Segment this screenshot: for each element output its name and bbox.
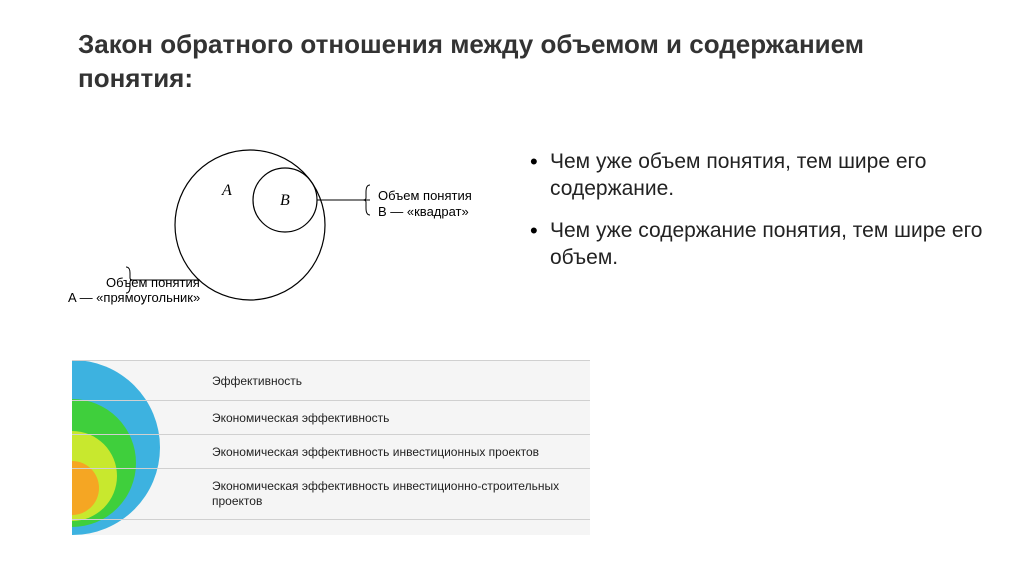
venn-caption-b-line1: Объем понятия xyxy=(378,188,472,203)
venn-label-a: A xyxy=(221,182,232,199)
nested-row: Экономическая эффективность инвестиционн… xyxy=(72,434,590,468)
nested-row: Экономическая эффективность xyxy=(72,400,590,434)
nested-row-label: Экономическая эффективность инвестиционн… xyxy=(212,479,590,509)
venn-caption-a-line2: A — «прямоугольник» xyxy=(68,290,200,305)
slide-title: Закон обратного отношения между объемом … xyxy=(78,28,928,96)
nested-concept-diagram: Эффективность Экономическая эффективност… xyxy=(72,360,590,535)
bullet-item: Чем уже содержание понятия, тем шире его… xyxy=(530,217,990,272)
venn-caption-a-line1: Объем понятия xyxy=(106,275,200,290)
nested-row: Экономическая эффективность инвестиционн… xyxy=(72,468,590,520)
venn-caption-b-line2: B — «квадрат» xyxy=(378,204,469,219)
nested-row-label: Эффективность xyxy=(212,374,302,388)
nested-row-label: Экономическая эффективность xyxy=(212,411,389,425)
venn-label-b: B xyxy=(280,192,290,209)
nested-row: Эффективность xyxy=(72,360,590,400)
nested-row-label: Экономическая эффективность инвестиционн… xyxy=(212,445,539,459)
bullet-list: Чем уже объем понятия, тем шире его соде… xyxy=(530,148,990,285)
bullet-item: Чем уже объем понятия, тем шире его соде… xyxy=(530,148,990,203)
